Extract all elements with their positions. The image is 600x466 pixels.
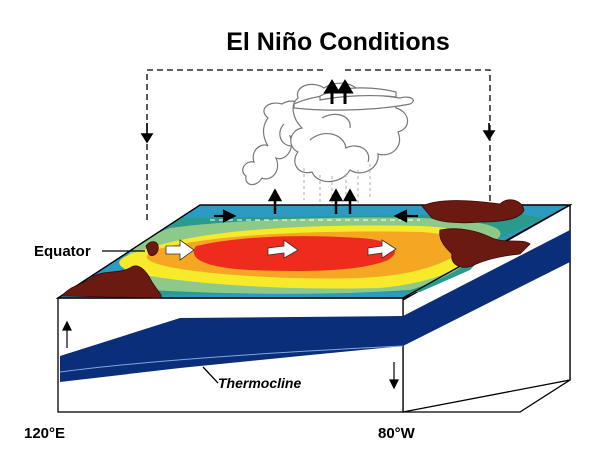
deep-water-front bbox=[60, 316, 403, 382]
west-land-spit bbox=[145, 241, 159, 256]
temperature-bands bbox=[100, 214, 545, 295]
convection-clouds bbox=[242, 82, 414, 186]
thermocline-leader bbox=[202, 366, 219, 384]
land-masses bbox=[61, 199, 531, 299]
vertical-arrows bbox=[62, 320, 399, 390]
rising-air-arrows bbox=[323, 79, 354, 104]
surface-rising-arrows bbox=[267, 188, 358, 214]
equator-label: Equator bbox=[34, 243, 91, 260]
longitude-west-label: 120°E bbox=[24, 425, 65, 442]
downward-air-arrows bbox=[140, 123, 496, 144]
longitude-east-label: 80°W bbox=[378, 425, 416, 442]
thermocline-label: Thermocline bbox=[218, 375, 301, 391]
circulation-loop bbox=[146, 69, 491, 220]
diagram-title: El Niño Conditions bbox=[226, 28, 450, 56]
ocean-current-arrows bbox=[165, 239, 397, 261]
west-land bbox=[61, 265, 162, 299]
deep-water-east bbox=[403, 230, 570, 346]
east-land-north bbox=[421, 199, 525, 224]
east-land-south bbox=[439, 228, 531, 268]
trade-wind-arrows bbox=[214, 209, 418, 223]
